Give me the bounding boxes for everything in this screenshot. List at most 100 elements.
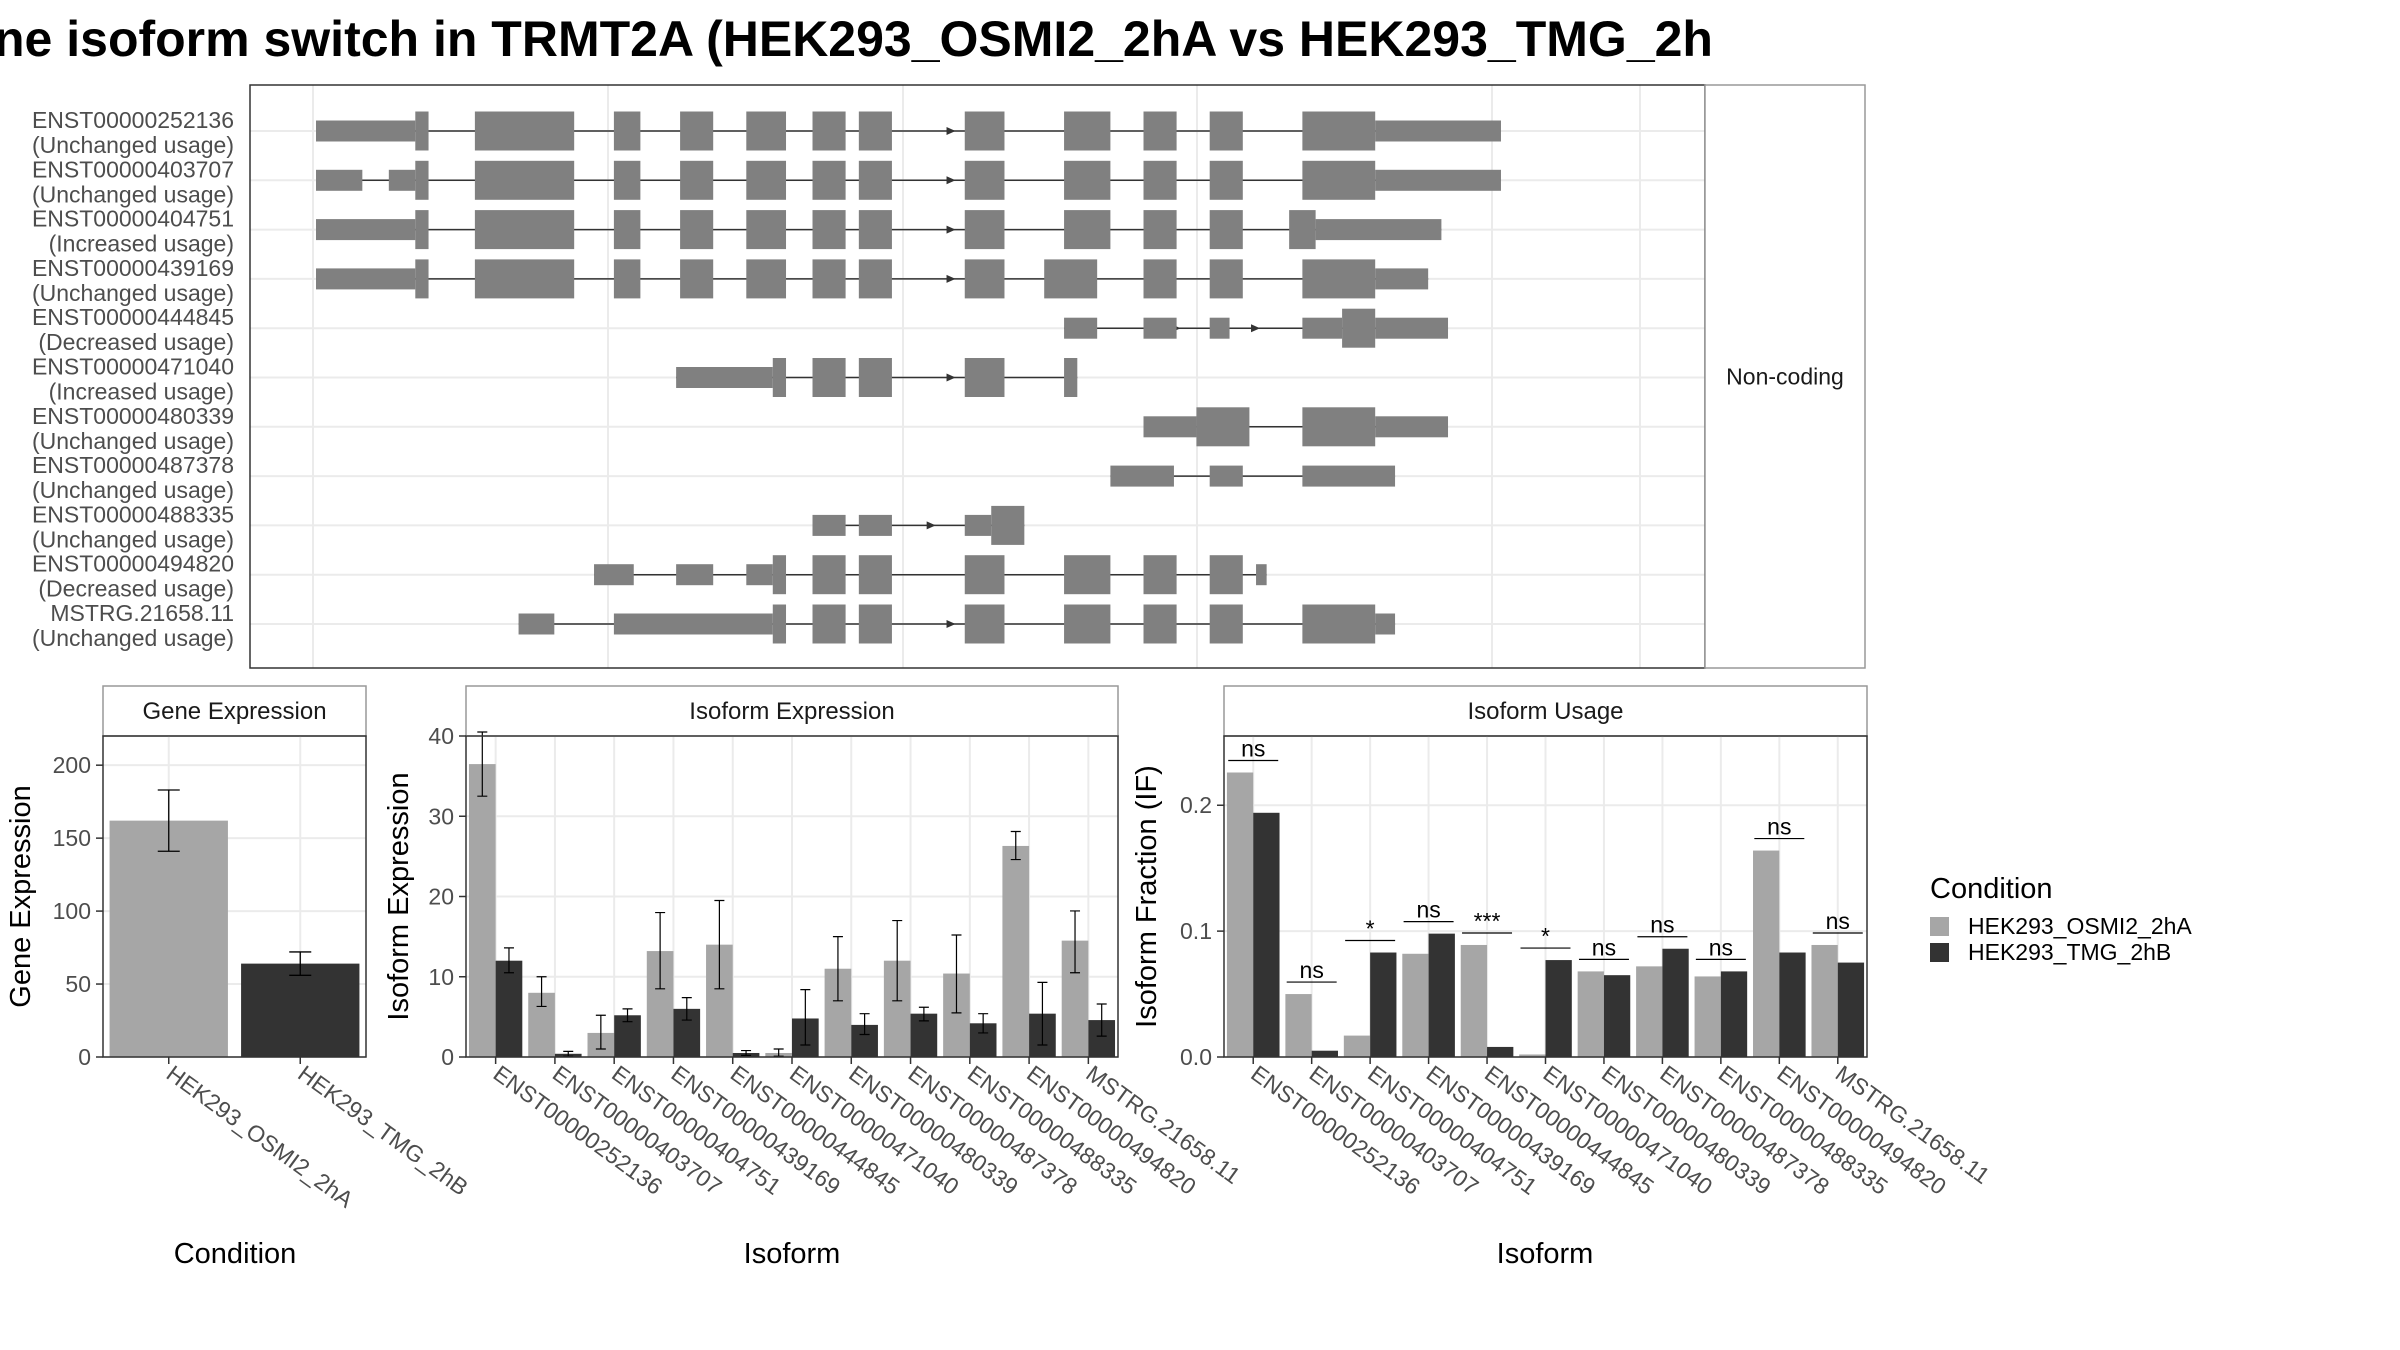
transcript-id-label: MSTRG.21658.11 xyxy=(50,600,234,626)
significance-label: ns xyxy=(1709,934,1733,960)
exon xyxy=(964,604,1005,644)
facet-label: Isoform Usage xyxy=(1467,698,1623,725)
legend-title: Condition xyxy=(1930,873,2053,905)
exon xyxy=(964,160,1005,200)
error-bar xyxy=(859,1013,870,1036)
bar-ENST00000252136-tmg xyxy=(495,960,523,1057)
y-tick-label: 40 xyxy=(428,723,454,749)
bar-ENST00000487378-osmi xyxy=(1636,966,1663,1057)
exon xyxy=(1302,604,1376,644)
facet-label: Gene Expression xyxy=(142,698,326,725)
strand-arrow xyxy=(1251,324,1261,333)
exon xyxy=(613,111,641,151)
significance-label: ns xyxy=(1416,897,1440,923)
bar-MSTRG.21658.11-tmg xyxy=(1837,962,1865,1057)
error-bar xyxy=(832,936,843,1002)
transcript-ENST00000439169 xyxy=(316,259,1429,299)
transcript-usage-label: (Unchanged usage) xyxy=(32,428,234,454)
transcript-ENST00000404751 xyxy=(316,210,1442,250)
bar-ENST00000480339-tmg xyxy=(1603,975,1631,1057)
transcript-id-label: ENST00000403707 xyxy=(32,156,234,182)
exon xyxy=(772,604,787,644)
transcript-id-label: ENST00000444845 xyxy=(32,304,234,330)
exon xyxy=(1209,111,1243,151)
y-tick-label: 50 xyxy=(65,971,91,997)
y-tick-label: 0 xyxy=(441,1044,454,1070)
exon xyxy=(1064,111,1111,151)
error-bar xyxy=(563,1050,574,1057)
exon xyxy=(1064,317,1098,339)
exon xyxy=(474,111,575,151)
exon xyxy=(613,613,773,635)
error-bar xyxy=(892,919,903,1002)
exon xyxy=(964,111,1005,151)
exon xyxy=(746,564,773,586)
bar-ENST00000404751-osmi xyxy=(1343,1035,1371,1057)
exon xyxy=(1375,169,1501,191)
legend-swatch-tmg xyxy=(1930,943,1949,962)
exon xyxy=(388,169,416,191)
exon xyxy=(1143,210,1177,250)
exon xyxy=(1143,259,1177,299)
exon xyxy=(613,210,641,250)
strand-arrow xyxy=(946,127,956,135)
exon xyxy=(316,268,416,290)
error-bar xyxy=(951,934,962,1014)
exon xyxy=(613,160,641,200)
y-tick-label: 200 xyxy=(53,752,91,778)
significance-label: ns xyxy=(1650,912,1674,938)
exon xyxy=(474,160,575,200)
exon xyxy=(1209,259,1243,299)
significance-label: * xyxy=(1541,923,1550,949)
exon xyxy=(415,160,429,200)
bar-HEK293_OSMI2_2hA xyxy=(109,820,228,1057)
exon xyxy=(415,210,429,250)
error-bar xyxy=(503,947,514,974)
error-bar xyxy=(1070,910,1081,974)
significance-label: ns xyxy=(1767,814,1791,840)
y-tick-label: 100 xyxy=(53,898,91,924)
exon xyxy=(746,210,787,250)
exon xyxy=(1064,160,1111,200)
bar-ENST00000439169-osmi xyxy=(1402,953,1429,1057)
error-bar xyxy=(1037,981,1048,1046)
transcript-ENST00000488335 xyxy=(812,505,1025,545)
error-bar xyxy=(741,1049,752,1056)
exon xyxy=(1209,555,1243,595)
transcript-usage-label: (Increased usage) xyxy=(49,379,234,405)
y-tick-label: 0.2 xyxy=(1180,792,1212,818)
transcript-id-label: ENST00000487378 xyxy=(32,452,234,478)
significance-label: ns xyxy=(1241,736,1265,762)
panel-border xyxy=(102,735,367,1058)
error-bar xyxy=(157,789,180,852)
exon xyxy=(680,160,714,200)
transcript-ENST00000444845 xyxy=(1064,308,1449,348)
transcript-usage-label: (Unchanged usage) xyxy=(32,181,234,207)
exon xyxy=(1064,604,1111,644)
strand-arrow xyxy=(926,521,936,530)
exon xyxy=(746,111,787,151)
exon xyxy=(772,555,787,595)
error-bar xyxy=(800,988,811,1046)
exon xyxy=(858,555,892,595)
transcript-ENST00000487378 xyxy=(1110,465,1396,487)
panel-border xyxy=(465,735,1119,1058)
y-tick-label: 20 xyxy=(428,884,454,910)
exon xyxy=(1064,358,1078,397)
exon xyxy=(676,564,714,586)
exon xyxy=(1302,259,1376,299)
exon xyxy=(1044,259,1098,299)
exon xyxy=(1209,317,1230,339)
bar-ENST00000471040-osmi xyxy=(1519,1054,1546,1057)
exon xyxy=(1302,111,1376,151)
error-bar xyxy=(773,1048,784,1057)
x-axis-title: Isoform xyxy=(1497,1238,1594,1270)
significance-label: *** xyxy=(1474,908,1501,934)
exon xyxy=(858,160,892,200)
transcript-id-label: ENST00000488335 xyxy=(32,501,234,527)
transcript-usage-label: (Decreased usage) xyxy=(38,576,234,602)
transcript-id-label: ENST00000480339 xyxy=(32,403,234,429)
y-tick-label: 0.1 xyxy=(1180,918,1212,944)
bar-ENST00000252136-osmi xyxy=(1226,772,1254,1057)
